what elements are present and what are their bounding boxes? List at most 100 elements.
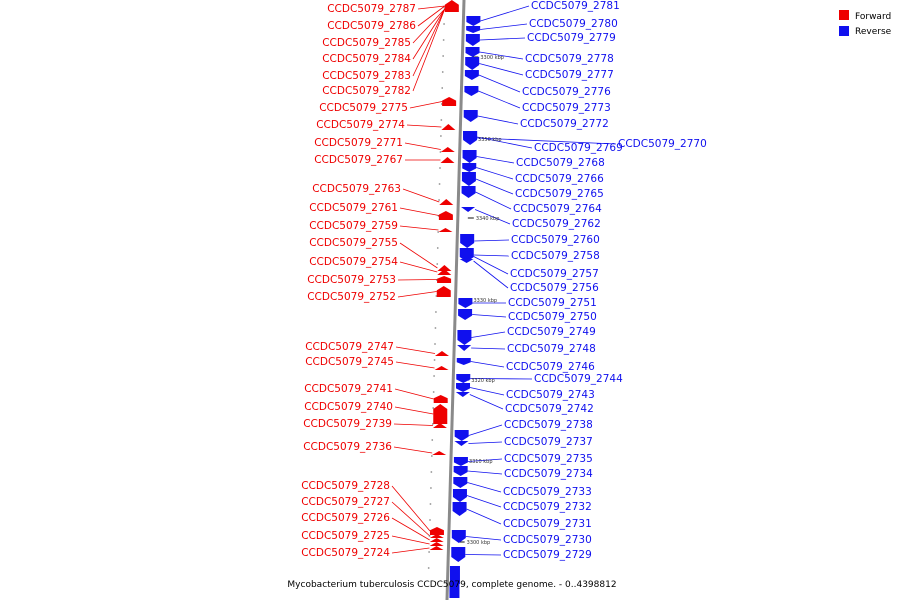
gene-forward-9[interactable] [440,157,455,163]
gene-label-reverse[interactable]: CCDC5079_2731 [503,518,592,530]
gene-label-forward[interactable]: CCDC5079_2745 [305,356,394,368]
gene-reverse-32[interactable] [452,489,467,502]
gene-label-reverse[interactable]: CCDC5079_2748 [507,343,596,355]
gene-label-reverse[interactable]: CCDC5079_2749 [507,326,596,338]
gene-reverse-18[interactable] [459,259,474,263]
gene-forward-6[interactable] [442,97,457,106]
gene-reverse-27[interactable] [454,430,469,441]
gene-label-reverse[interactable]: CCDC5079_2770 [618,138,707,150]
gene-forward-7[interactable] [441,124,456,130]
gene-label-reverse[interactable]: CCDC5079_2780 [529,18,618,30]
gene-label-reverse[interactable]: CCDC5079_2743 [506,389,595,401]
gene-label-reverse[interactable]: CCDC5079_2751 [508,297,597,309]
gene-label-forward[interactable]: CCDC5079_2727 [301,496,390,508]
gene-label-forward[interactable]: CCDC5079_2775 [319,102,408,114]
gene-label-forward[interactable]: CCDC5079_2782 [322,85,411,97]
gene-reverse-15[interactable] [460,234,475,248]
gene-label-reverse[interactable]: CCDC5079_2734 [504,468,593,480]
gene-reverse-31[interactable] [453,477,468,488]
gene-reverse-21[interactable] [457,330,472,345]
gene-label-forward[interactable]: CCDC5079_2763 [312,183,401,195]
gene-reverse-19[interactable] [458,298,473,308]
gene-reverse-10[interactable] [462,150,477,163]
gene-reverse-29[interactable] [453,457,468,466]
gene-reverse-23[interactable] [456,358,471,365]
gene-forward-10[interactable] [439,199,454,205]
gene-forward-19[interactable] [433,395,448,403]
gene-forward-23[interactable] [429,527,444,535]
gene-label-forward[interactable]: CCDC5079_2767 [314,154,403,166]
gene-reverse-9[interactable] [463,131,478,143]
gene-reverse-26[interactable] [455,392,470,397]
gene-label-reverse[interactable]: CCDC5079_2773 [522,102,611,114]
gene-forward-13[interactable] [437,265,452,271]
gene-forward-11[interactable] [438,211,453,220]
gene-reverse-1[interactable] [466,26,481,33]
gene-label-forward[interactable]: CCDC5079_2771 [314,137,403,149]
gene-reverse-22[interactable] [457,345,472,351]
gene-label-forward[interactable]: CCDC5079_2755 [309,237,398,249]
gene-label-reverse[interactable]: CCDC5079_2744 [534,373,623,385]
gene-label-reverse[interactable]: CCDC5079_2772 [520,118,609,130]
gene-reverse-13[interactable] [461,186,476,198]
gene-label-reverse[interactable]: CCDC5079_2778 [525,53,614,65]
gene-label-forward[interactable]: CCDC5079_2747 [305,341,394,353]
gene-label-reverse[interactable]: CCDC5079_2764 [513,203,602,215]
gene-label-forward[interactable]: CCDC5079_2774 [316,119,405,131]
gene-label-forward[interactable]: CCDC5079_2724 [301,547,390,559]
gene-label-forward[interactable]: CCDC5079_2740 [304,401,393,413]
gene-label-forward[interactable]: CCDC5079_2787 [327,3,416,15]
gene-forward-16[interactable] [436,286,451,297]
gene-label-forward[interactable]: CCDC5079_2759 [309,220,398,232]
gene-forward-26[interactable] [429,542,444,546]
gene-label-reverse[interactable]: CCDC5079_2781 [531,0,620,12]
gene-forward-14[interactable] [437,269,452,275]
gene-label-reverse[interactable]: CCDC5079_2738 [504,419,593,431]
gene-reverse-24[interactable] [456,374,471,383]
gene-forward-24[interactable] [429,534,444,538]
gene-label-forward[interactable]: CCDC5079_2785 [322,37,411,49]
gene-forward-15[interactable] [437,276,452,283]
gene-label-reverse[interactable]: CCDC5079_2760 [511,234,600,246]
gene-forward-12[interactable] [438,228,453,232]
gene-forward-22[interactable] [432,451,447,455]
gene-reverse-30[interactable] [453,466,468,476]
gene-label-reverse[interactable]: CCDC5079_2746 [506,361,595,373]
gene-label-reverse[interactable]: CCDC5079_2732 [503,501,592,513]
gene-reverse-17[interactable] [459,254,474,259]
gene-label-reverse[interactable]: CCDC5079_2779 [527,32,616,44]
gene-label-forward[interactable]: CCDC5079_2786 [327,20,416,32]
gene-forward-18[interactable] [434,366,449,370]
gene-forward-17[interactable] [434,351,449,356]
gene-reverse-28[interactable] [454,441,469,446]
gene-label-reverse[interactable]: CCDC5079_2757 [510,268,599,280]
gene-label-forward[interactable]: CCDC5079_2761 [309,202,398,214]
gene-label-reverse[interactable]: CCDC5079_2737 [504,436,593,448]
gene-reverse-14[interactable] [461,207,476,212]
gene-label-reverse[interactable]: CCDC5079_2750 [508,311,597,323]
gene-label-reverse[interactable]: CCDC5079_2769 [534,142,623,154]
gene-label-forward[interactable]: CCDC5079_2753 [307,274,396,286]
gene-label-reverse[interactable]: CCDC5079_2735 [504,453,593,465]
gene-label-reverse[interactable]: CCDC5079_2777 [525,69,614,81]
gene-reverse-4[interactable] [465,57,480,70]
gene-label-reverse[interactable]: CCDC5079_2762 [512,218,601,230]
gene-forward-5[interactable] [444,8,459,10]
gene-forward-25[interactable] [429,538,444,542]
gene-label-forward[interactable]: CCDC5079_2739 [303,418,392,430]
gene-label-reverse[interactable]: CCDC5079_2758 [511,250,600,262]
gene-reverse-5[interactable] [464,70,479,80]
gene-label-reverse[interactable]: CCDC5079_2776 [522,86,611,98]
gene-label-reverse[interactable]: CCDC5079_2730 [503,534,592,546]
gene-reverse-3[interactable] [465,47,480,57]
gene-forward-20[interactable] [433,404,448,424]
gene-forward-21[interactable] [432,423,447,428]
gene-reverse-2[interactable] [465,34,480,46]
gene-label-reverse[interactable]: CCDC5079_2729 [503,549,592,561]
gene-label-forward[interactable]: CCDC5079_2725 [301,530,390,542]
gene-label-reverse[interactable]: CCDC5079_2742 [505,403,594,415]
gene-label-reverse[interactable]: CCDC5079_2765 [515,188,604,200]
gene-reverse-25[interactable] [456,383,471,392]
gene-forward-8[interactable] [440,147,455,152]
gene-reverse-33[interactable] [452,502,467,516]
